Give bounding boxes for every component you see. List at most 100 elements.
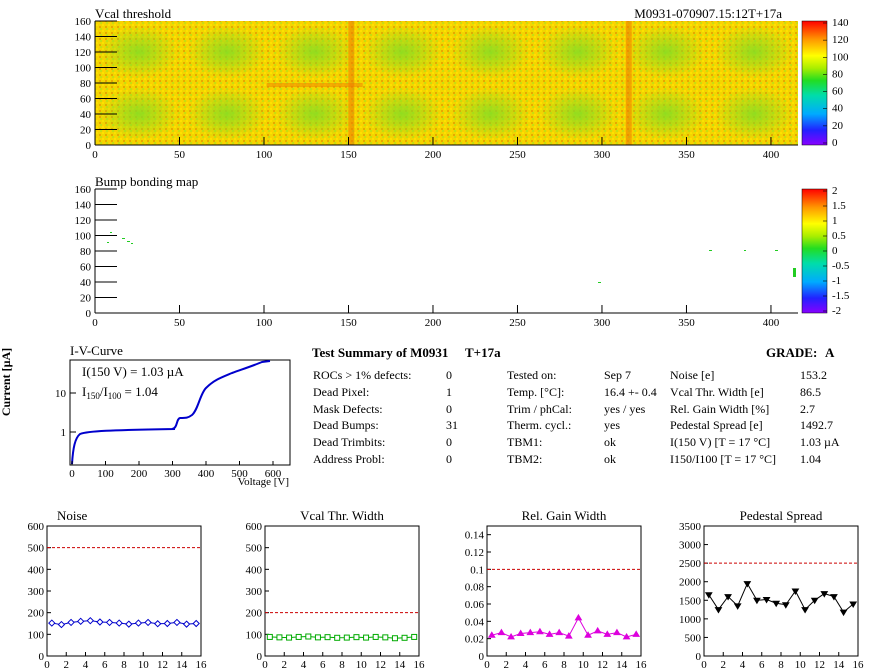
perf-data-point <box>545 630 554 637</box>
perf-series-line <box>269 635 415 639</box>
scale-tick-label: -0.5 <box>832 260 850 272</box>
perf-x-tick-label: 14 <box>176 659 188 671</box>
iv-frame <box>69 359 291 466</box>
x-tick-label: 50 <box>174 317 186 329</box>
perf-data-point <box>276 634 283 641</box>
dead-bump-marks <box>107 232 796 283</box>
summary-label: Noise [e] <box>670 368 715 382</box>
summary-value: 31 <box>446 418 458 433</box>
iv-x-tick-label: 200 <box>131 468 148 480</box>
perf-data-point <box>173 618 181 627</box>
scale-tick-label: 2 <box>832 185 838 197</box>
x-tick-label: 300 <box>594 317 611 329</box>
perf-data-point <box>382 634 389 641</box>
summary-value: 86.5 <box>800 384 821 399</box>
perf-data-point <box>487 631 496 638</box>
perf-x-tick-label: 6 <box>542 659 548 671</box>
scale-tick-label: -2 <box>832 305 841 317</box>
perf-x-tick-label: 8 <box>561 659 567 671</box>
y-tick-label: 140 <box>75 200 92 212</box>
perf-y-tick-label: 1000 <box>679 614 702 626</box>
summary-label: Address Probl: <box>313 452 385 466</box>
roc-boundary <box>625 21 632 145</box>
perf-x-tick-label: 4 <box>301 659 307 671</box>
y-tick-label: 60 <box>80 94 92 106</box>
perf-data-point <box>125 620 133 628</box>
y-tick-label: 100 <box>75 63 92 75</box>
perf-y-tick-label: 0 <box>696 651 702 663</box>
perf-data-point <box>714 607 723 614</box>
perf-data-point <box>810 597 819 605</box>
perf-data-point <box>830 594 838 601</box>
perf-data-point <box>584 631 592 638</box>
perf-data-point <box>507 632 515 640</box>
perf-x-tick-label: 10 <box>578 659 590 671</box>
roc-cell <box>714 87 794 141</box>
perf-x-tick-label: 8 <box>778 659 784 671</box>
perf-data-point <box>849 601 858 608</box>
perf-data-point <box>593 626 602 634</box>
roc-cell <box>714 25 794 79</box>
iv-curve-line <box>71 360 271 465</box>
perf-data-point <box>153 620 162 628</box>
bump-color-scale <box>801 188 828 314</box>
vcal-map-title: Vcal threshold <box>95 6 172 21</box>
scale-tick-label: 1.5 <box>832 200 846 212</box>
scale-tick-label: 80 <box>832 68 844 80</box>
y-tick-label: 20 <box>80 125 92 137</box>
perf-y-tick-label: 600 <box>28 521 45 533</box>
perf-y-tick-label: 0.1 <box>470 564 484 576</box>
roc-cell <box>538 87 618 141</box>
summary-value: 1.03 µA <box>800 435 840 450</box>
perf-x-tick-label: 12 <box>597 659 608 671</box>
perf-data-point <box>163 619 172 628</box>
summary-label: TBM2: <box>507 452 543 466</box>
summary-value: yes / yes <box>604 401 646 416</box>
perf-x-tick-label: 8 <box>121 659 127 671</box>
summary-title: Test Summary of M0931 <box>312 345 449 360</box>
perf-data-point <box>555 628 564 636</box>
iv-annotation-current: I(150 V) = 1.03 µA <box>82 364 184 379</box>
perf-x-tick-label: 6 <box>320 659 326 671</box>
bump-map-area <box>95 189 798 313</box>
scale-tick-label: 140 <box>832 17 849 29</box>
perf-y-tick-label: 500 <box>246 543 263 555</box>
perf-plot-0: Noise 0 2 4 6 8 10 12 14 16 0 100 200 300 400 500 600 <box>28 508 208 671</box>
perf-data-point <box>820 591 829 598</box>
perf-series-line <box>708 582 854 613</box>
x-tick-label: 200 <box>425 149 442 161</box>
run-id-label: M0931-070907.15:12T+17a <box>634 6 782 21</box>
summary-value: 2.7 <box>800 401 815 416</box>
vcal-roc-patches <box>99 21 794 145</box>
summary-value: yes <box>604 418 620 433</box>
perf-data-point <box>791 588 800 595</box>
summary-label: Dead Bumps: <box>313 418 379 433</box>
summary-label: Mask Defects: <box>313 401 383 416</box>
perf-x-tick-label: 16 <box>636 659 648 671</box>
perf-data-point <box>753 597 761 605</box>
summary-value: 153.2 <box>800 368 827 382</box>
perf-x-tick-label: 10 <box>356 659 368 671</box>
summary-value: 16.4 +- 0.4 <box>604 384 657 399</box>
perf-series-line <box>51 620 197 626</box>
scale-tick-label: 100 <box>832 51 849 63</box>
summary-label: Trim / phCal: <box>507 401 572 416</box>
x-tick-label: 0 <box>92 149 98 161</box>
perf-y-tick-label: 2500 <box>679 558 702 570</box>
perf-data-point <box>839 609 848 617</box>
scale-tick-label: 120 <box>832 34 849 46</box>
perf-x-tick-label: 0 <box>701 659 707 671</box>
perf-y-tick-label: 100 <box>28 629 45 641</box>
perf-series-line <box>491 616 637 638</box>
perf-x-tick-label: 16 <box>853 659 865 671</box>
iv-y-tick-label: 10 <box>55 388 67 400</box>
x-tick-label: 250 <box>509 149 526 161</box>
perf-data-point <box>411 633 418 640</box>
perf-data-point <box>743 581 752 588</box>
x-tick-label: 400 <box>763 149 780 161</box>
y-tick-label: 0 <box>86 140 92 152</box>
perf-data-point <box>182 620 191 628</box>
iv-x-tick-label: 500 <box>231 468 248 480</box>
